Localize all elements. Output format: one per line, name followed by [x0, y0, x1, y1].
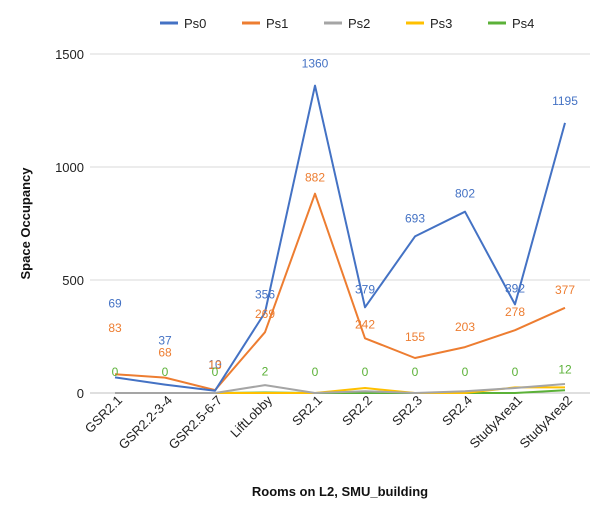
- series-line-ps0: [114, 84, 566, 392]
- x-tick-label: LiftLobby: [227, 392, 275, 440]
- legend-label-ps3: Ps3: [430, 16, 452, 31]
- data-label-ps1: 68: [158, 346, 172, 360]
- x-axis-title: Rooms on L2, SMU_building: [252, 484, 428, 499]
- legend-label-ps0: Ps0: [184, 16, 206, 31]
- data-label-ps4: 0: [462, 365, 469, 379]
- data-labels: 69 37 10 356 1360 379 693 802 392 1195 83 68 13 269 88…: [108, 57, 578, 379]
- data-label-ps4: 0: [412, 365, 419, 379]
- x-tick-label: SR2.4: [439, 393, 475, 429]
- data-label-ps0: 1195: [552, 94, 578, 108]
- data-label-ps0: 356: [255, 288, 275, 302]
- data-label-ps0: 379: [355, 282, 375, 296]
- y-axis-title: Space Occupancy: [18, 167, 33, 280]
- data-label-ps4: 0: [162, 365, 169, 379]
- series-lines: [114, 84, 566, 394]
- y-tick-label: 1000: [55, 160, 84, 175]
- data-label-ps1: 377: [555, 283, 575, 297]
- series-line-ps2: [115, 383, 566, 394]
- y-tick-label: 1500: [55, 47, 84, 62]
- data-label-ps4: 0: [312, 365, 319, 379]
- x-tick-label: SR2.1: [289, 393, 325, 429]
- data-label-ps4: 0: [112, 365, 119, 379]
- data-label-ps0: 693: [405, 211, 425, 225]
- x-tick-label: StudyArea1: [466, 393, 525, 452]
- legend-label-ps1: Ps1: [266, 16, 288, 31]
- legend-label-ps2: Ps2: [348, 16, 370, 31]
- legend: Ps0 Ps1 Ps2 Ps3 Ps4: [160, 16, 534, 31]
- data-label-ps0: 10: [208, 358, 222, 372]
- y-axis-ticks: 0 500 1000 1500: [55, 47, 84, 401]
- x-tick-label: GSR2.1: [82, 393, 125, 436]
- data-label-ps0: 69: [108, 296, 122, 310]
- data-label-ps4: 0: [362, 365, 369, 379]
- x-tick-label: StudyArea2: [516, 393, 575, 452]
- data-label-ps0: 392: [505, 281, 525, 295]
- data-label-ps0: 37: [158, 334, 172, 348]
- x-tick-label: SR2.3: [389, 393, 425, 429]
- data-label-ps1: 882: [305, 171, 325, 185]
- data-label-ps4: 2: [262, 365, 269, 379]
- data-label-ps0: 1360: [302, 57, 329, 71]
- data-label-ps4: 0: [512, 365, 519, 379]
- data-label-ps0: 802: [455, 187, 475, 201]
- data-label-ps1: 269: [255, 307, 275, 321]
- series-line-ps1: [114, 192, 566, 392]
- y-tick-label: 0: [77, 386, 84, 401]
- data-label-ps1: 278: [505, 305, 525, 319]
- data-label-ps1: 13: [208, 358, 222, 372]
- data-label-ps1: 83: [108, 321, 122, 335]
- legend-label-ps4: Ps4: [512, 16, 534, 31]
- data-label-ps4: 12: [558, 362, 572, 376]
- data-label-ps1: 155: [405, 330, 425, 344]
- x-tick-label: SR2.2: [339, 393, 375, 429]
- data-label-ps1: 203: [455, 320, 475, 334]
- x-tick-label: GSR2.5-6-7: [165, 393, 225, 453]
- data-label-ps1: 242: [355, 317, 375, 331]
- data-label-ps4: 0: [212, 365, 219, 379]
- y-tick-label: 500: [62, 273, 84, 288]
